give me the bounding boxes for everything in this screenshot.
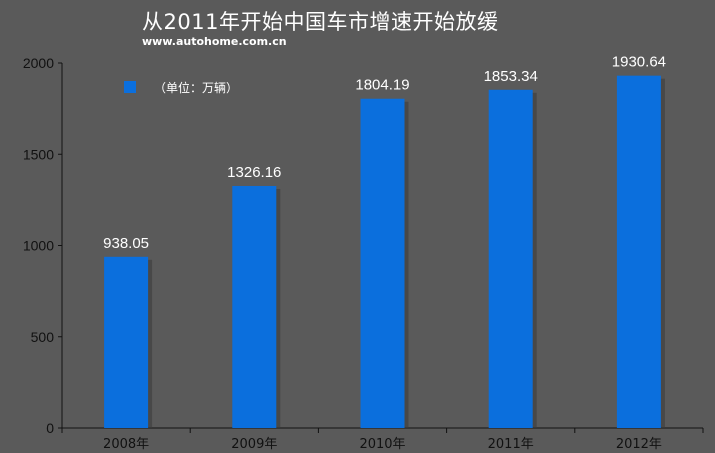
bar — [616, 75, 661, 428]
bar — [104, 256, 149, 428]
bar — [488, 89, 533, 429]
bar-value-label: 1804.19 — [355, 77, 409, 94]
x-tick-label: 2008年 — [103, 437, 149, 452]
legend-label: （单位：万辆） — [154, 80, 238, 95]
x-tick-label: 2011年 — [488, 437, 534, 452]
x-tick-label: 2012年 — [616, 437, 662, 452]
legend-swatch — [124, 81, 136, 93]
bar-value-label: 1853.34 — [484, 68, 538, 85]
bar — [232, 185, 277, 428]
y-tick-label: 2000 — [23, 55, 54, 71]
x-tick-label: 2010年 — [359, 437, 405, 452]
y-tick-label: 1000 — [23, 238, 54, 254]
bar-value-label: 1930.64 — [612, 54, 666, 71]
x-tick-label: 2009年 — [231, 437, 277, 452]
bar-value-label: 938.05 — [103, 235, 149, 252]
chart-title: 从2011年开始中国车市增速开始放缓 — [142, 10, 499, 34]
bar — [360, 98, 405, 429]
plot-area: 0 500 1000 1500 2000 938.05 2008年 1326.16 2009年 1… — [23, 54, 704, 452]
y-tick-label: 500 — [31, 329, 55, 345]
bar-value-label: 1326.16 — [227, 164, 281, 181]
y-tick-label: 0 — [46, 420, 54, 436]
y-tick-label: 1500 — [23, 146, 54, 162]
source-url: www.autohome.com.cn — [142, 35, 287, 48]
